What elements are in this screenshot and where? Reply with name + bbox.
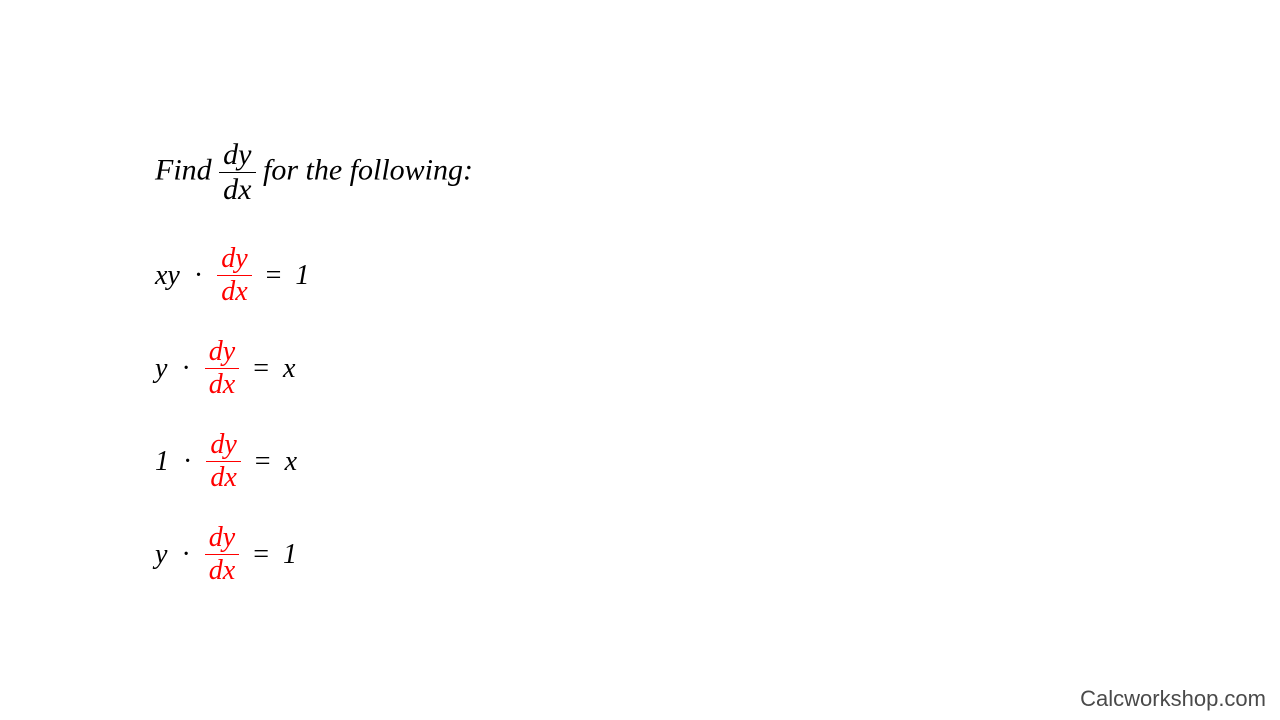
multiply-dot: · — [177, 446, 198, 478]
dy-dx-fraction: dy dx — [206, 431, 240, 492]
watermark-text: Calcworkshop.com — [1080, 686, 1266, 712]
rhs-text: 1 — [295, 260, 309, 292]
dx-denominator: dx — [217, 276, 251, 306]
equation-row: 1 · dy dx = x — [155, 431, 875, 492]
equals-sign: = — [260, 260, 288, 292]
heading-prefix: Find — [155, 153, 219, 186]
lhs-text: y — [155, 539, 167, 571]
rhs-text: x — [283, 353, 295, 385]
lhs-text: 1 — [155, 446, 169, 478]
dy-numerator: dy — [205, 524, 239, 554]
rhs-text: x — [285, 446, 297, 478]
dx-denominator: dx — [205, 555, 239, 585]
heading-suffix: for the following: — [263, 153, 473, 186]
equals-sign: = — [247, 353, 275, 385]
dy-numerator: dy — [205, 338, 239, 368]
equation-row: y · dy dx = 1 — [155, 524, 875, 585]
lhs-text: y — [155, 353, 167, 385]
dy-numerator: dy — [217, 245, 251, 275]
dx-denominator: dx — [205, 369, 239, 399]
heading-dy-dx-fraction: dy dx — [219, 140, 255, 205]
heading-dx: dx — [219, 173, 255, 205]
dy-dx-fraction: dy dx — [217, 245, 251, 306]
equation-row: xy · dy dx = 1 — [155, 245, 875, 306]
heading-dy: dy — [219, 140, 255, 172]
multiply-dot: · — [175, 539, 196, 571]
dy-numerator: dy — [206, 431, 240, 461]
instruction-heading: Find dy dx for the following: — [155, 140, 875, 205]
equals-sign: = — [247, 539, 275, 571]
equals-sign: = — [249, 446, 277, 478]
dx-denominator: dx — [206, 462, 240, 492]
equation-row: y · dy dx = x — [155, 338, 875, 399]
dy-dx-fraction: dy dx — [205, 338, 239, 399]
lhs-text: xy — [155, 260, 180, 292]
multiply-dot: · — [188, 260, 209, 292]
dy-dx-fraction: dy dx — [205, 524, 239, 585]
multiply-dot: · — [175, 353, 196, 385]
rhs-text: 1 — [283, 539, 297, 571]
